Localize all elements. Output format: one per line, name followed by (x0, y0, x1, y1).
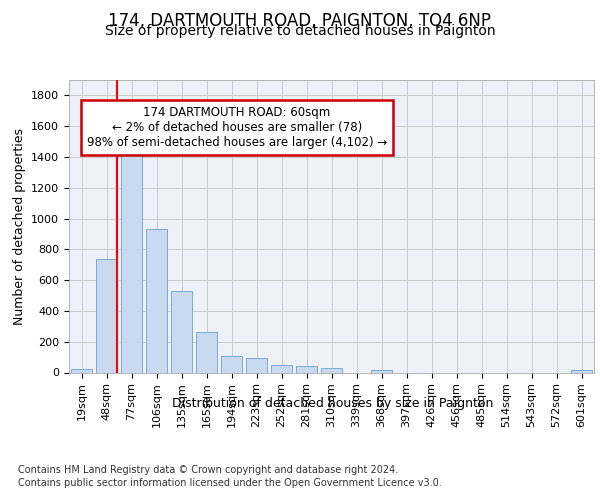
Text: Contains public sector information licensed under the Open Government Licence v3: Contains public sector information licen… (18, 478, 442, 488)
Y-axis label: Number of detached properties: Number of detached properties (13, 128, 26, 325)
Text: Distribution of detached houses by size in Paignton: Distribution of detached houses by size … (172, 398, 494, 410)
Bar (296, 366, 317, 372)
Bar (271, 365, 292, 372)
Text: 174, DARTMOUTH ROAD, PAIGNTON, TQ4 6NP: 174, DARTMOUTH ROAD, PAIGNTON, TQ4 6NP (109, 12, 491, 30)
Bar (221, 356, 242, 372)
Text: Size of property relative to detached houses in Paignton: Size of property relative to detached ho… (104, 24, 496, 38)
Bar (246, 358, 267, 372)
Bar (121, 154, 142, 372)
Bar (571, 370, 592, 372)
Bar (146, 228, 167, 372)
Bar (321, 368, 342, 372)
Bar (71, 369, 92, 372)
Text: Contains HM Land Registry data © Crown copyright and database right 2024.: Contains HM Land Registry data © Crown c… (18, 465, 398, 475)
Bar (196, 332, 217, 372)
Text: 174 DARTMOUTH ROAD: 60sqm
← 2% of detached houses are smaller (78)
98% of semi-d: 174 DARTMOUTH ROAD: 60sqm ← 2% of detach… (87, 106, 387, 150)
Bar (371, 370, 392, 372)
Bar (96, 258, 117, 372)
Bar (171, 291, 192, 372)
